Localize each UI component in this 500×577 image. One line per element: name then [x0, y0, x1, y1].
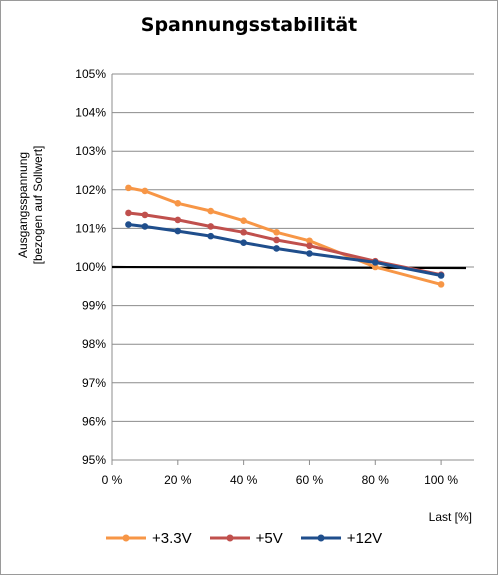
chart-title: Spannungsstabilität [140, 14, 358, 36]
data-point [240, 228, 247, 236]
data-point [125, 209, 132, 217]
y-tick-label: 100% [75, 260, 106, 274]
y-tick-label: 103% [75, 144, 106, 158]
legend-swatch [300, 534, 341, 542]
y-tick-label: 98% [82, 337, 106, 351]
x-tick-label: 60 % [296, 473, 324, 487]
y-tick-label: 102% [75, 183, 106, 197]
legend-item: +5V [208, 530, 283, 547]
legend-label: +12V [346, 529, 383, 547]
legend-swatch [209, 534, 250, 542]
y-tick-label: 101% [75, 221, 106, 235]
data-point [240, 239, 247, 246]
data-point [240, 217, 247, 224]
x-tick-label: 0 % [102, 473, 123, 487]
x-tick-label: 100 % [424, 473, 458, 487]
data-point [273, 245, 280, 252]
data-point [306, 250, 313, 257]
data-point [141, 187, 149, 195]
data-point [141, 211, 149, 219]
data-point [174, 216, 182, 224]
y-tick-label: 99% [82, 299, 106, 313]
x-tick-label: 80 % [362, 473, 390, 487]
y-tick-label: 105% [75, 67, 106, 81]
data-point [273, 236, 280, 244]
y-tick-label: 97% [82, 376, 106, 390]
data-point [174, 200, 182, 207]
y-tick-label: 95% [82, 453, 106, 467]
legend-label: +3.3V [152, 529, 192, 547]
data-point [371, 259, 379, 266]
x-tick-label: 40 % [230, 473, 258, 487]
data-point [207, 207, 215, 215]
data-point [125, 184, 132, 192]
data-point [371, 263, 379, 271]
data-point [141, 223, 149, 230]
data-point [437, 281, 445, 288]
data-point [437, 272, 445, 279]
legend-item: +12V [299, 530, 382, 547]
x-tick-label: 20 % [164, 473, 192, 487]
legend-swatch [106, 534, 146, 542]
y-tick-label: 104% [75, 106, 106, 120]
data-point [306, 242, 313, 250]
legend-label: +5V [255, 529, 283, 547]
data-point [306, 237, 313, 245]
y-tick-label: 96% [82, 414, 106, 428]
data-point [125, 221, 132, 228]
data-point [207, 223, 215, 230]
x-axis-label: Last [%] [428, 510, 472, 524]
legend-item: +3.3V [104, 530, 192, 547]
data-point [174, 227, 182, 235]
data-point [207, 232, 215, 240]
data-point [273, 228, 280, 236]
legend: +3.3V +5V +12V [104, 528, 382, 548]
